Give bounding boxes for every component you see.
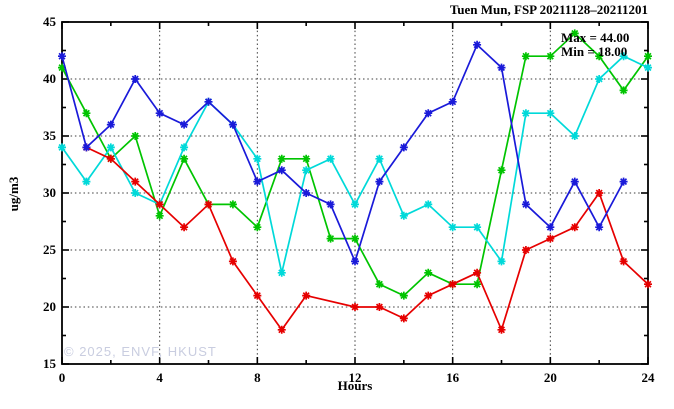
x-tick-label: 8: [254, 370, 261, 385]
legend: Max = 44.00 Min = 18.00: [561, 31, 629, 59]
y-tick-label: 35: [43, 128, 56, 143]
y-tick-label: 45: [43, 14, 56, 29]
x-tick-label: 20: [543, 370, 557, 385]
x-tick-label: 0: [58, 370, 66, 385]
x-tick-label: 24: [641, 370, 655, 385]
y-tick-label: 30: [43, 185, 56, 200]
legend-min: Min = 18.00: [561, 44, 628, 59]
x-tick-label: 12: [348, 370, 362, 385]
chart-title: Tuen Mun, FSP 20211128–20211201: [449, 2, 648, 17]
x-tick-label: 4: [156, 370, 163, 385]
x-tick-label: 16: [446, 370, 460, 385]
y-tick-label: 40: [43, 71, 56, 86]
y-tick-label: 20: [43, 299, 56, 314]
x-axis-label: Hours: [337, 378, 373, 393]
y-tick-label: 15: [43, 356, 56, 371]
watermark: © 2025, ENVF, HKUST: [64, 344, 217, 359]
legend-max: Max = 44.00: [561, 30, 630, 45]
y-tick-label: 25: [43, 242, 56, 257]
